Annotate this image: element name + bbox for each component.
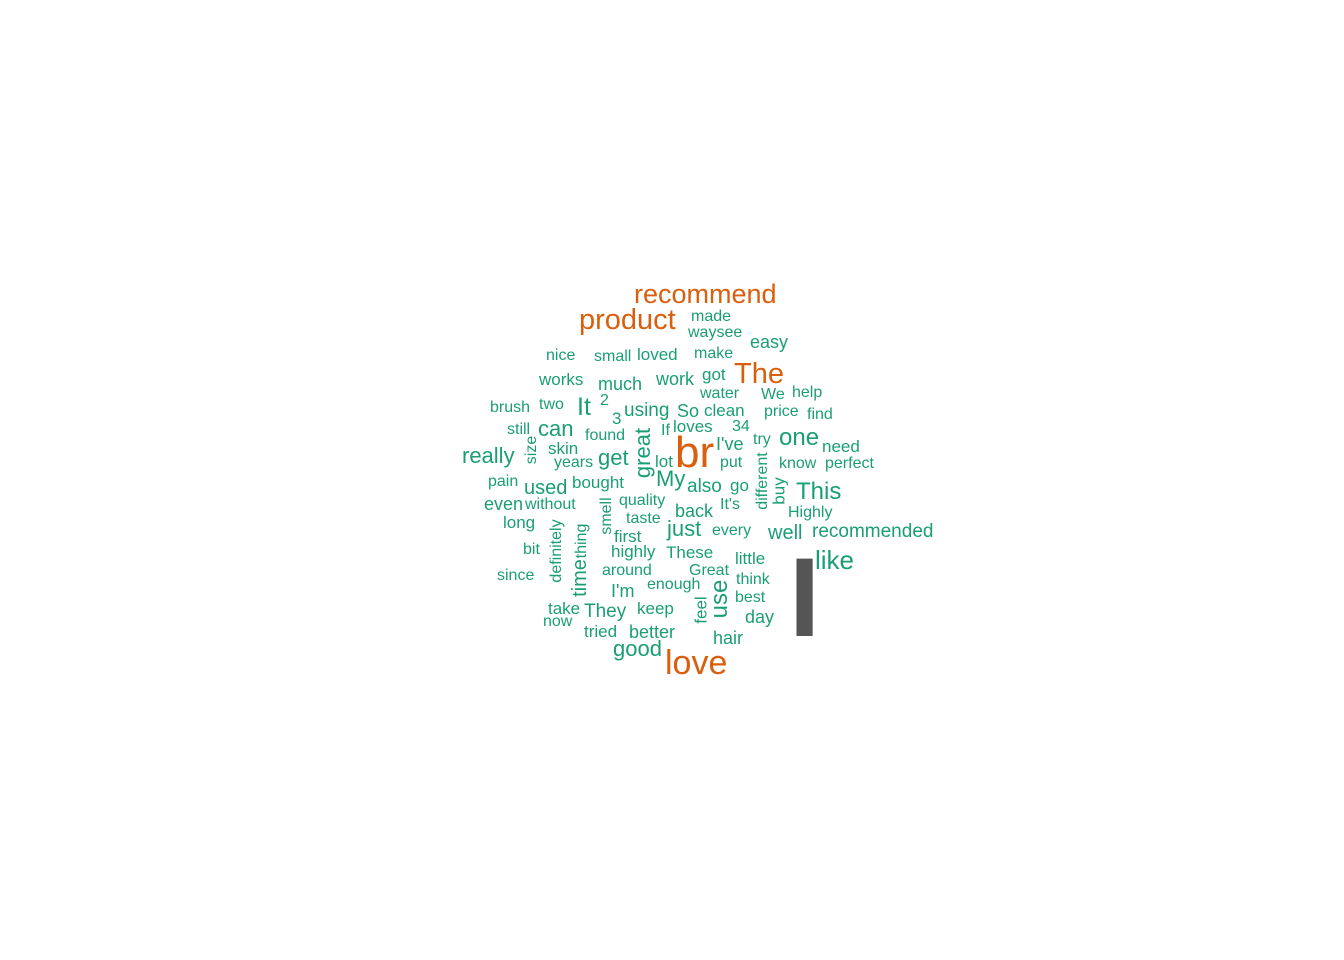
word-first: first <box>614 527 642 546</box>
word-help: help <box>792 384 823 401</box>
word-every: every <box>712 522 752 539</box>
word-good: good <box>613 636 662 661</box>
word-it: It <box>577 393 591 421</box>
word-br: br <box>675 428 715 477</box>
word-know: know <box>779 455 817 472</box>
word-bought: bought <box>572 473 624 492</box>
word-easy: easy <box>750 332 789 352</box>
word-its: It's <box>720 496 740 513</box>
word-get: get <box>598 445 629 470</box>
word-product: product <box>579 304 676 336</box>
word-great-cap: Great <box>689 562 730 579</box>
word-found: found <box>585 427 626 444</box>
word-definitely: definitely <box>548 519 565 583</box>
word-hair: hair <box>713 628 744 648</box>
word-since: since <box>497 567 535 584</box>
word-the: The <box>734 358 784 390</box>
word-nice: nice <box>546 347 576 364</box>
word-need: need <box>822 437 860 456</box>
word-also: also <box>687 476 722 497</box>
word-use: use <box>706 579 733 619</box>
word-feel: feel <box>691 596 711 624</box>
word-great: great <box>630 427 655 479</box>
word-one: one <box>779 424 820 451</box>
word-still: still <box>507 421 531 438</box>
word-really: really <box>462 443 515 468</box>
word-years: years <box>554 454 594 471</box>
word-buy: buy <box>769 477 789 505</box>
word-make: make <box>694 345 734 362</box>
word-two: two <box>539 396 564 413</box>
word-think: think <box>736 571 770 588</box>
word-even: even <box>484 494 524 514</box>
word-like: like <box>815 545 855 575</box>
word-works: works <box>539 370 584 389</box>
word-can: can <box>538 416 574 441</box>
word-well: well <box>768 522 803 544</box>
word-recommended: recommended <box>812 521 934 542</box>
word-try: try <box>753 431 771 448</box>
word-around: around <box>602 562 652 579</box>
word-skin: skin <box>548 439 579 458</box>
word-much: much <box>598 374 643 394</box>
word-this: This <box>796 478 842 505</box>
word-bit: bit <box>523 541 540 558</box>
word-go: go <box>730 476 749 495</box>
word-love: love <box>665 644 728 682</box>
word-quality: quality <box>619 492 666 509</box>
word-back: back <box>675 501 714 521</box>
word-highly-cap: Highly <box>788 504 833 521</box>
word-long: long <box>503 513 536 532</box>
word-work: work <box>656 369 695 389</box>
word-ive: I've <box>716 434 744 454</box>
word-2: 2 <box>600 392 609 409</box>
word-now: now <box>543 613 573 630</box>
word-keep: keep <box>637 599 674 618</box>
word-smell: smell <box>598 497 615 535</box>
word-34: 34 <box>732 418 750 435</box>
word-we: We <box>761 386 785 403</box>
word-my: My <box>656 466 686 491</box>
word-highly: highly <box>611 542 656 561</box>
word-small: small <box>594 348 632 365</box>
word-i: I <box>789 535 821 660</box>
word-price: price <box>764 403 799 420</box>
word-take: take <box>548 599 581 618</box>
word-loves: loves <box>673 417 713 436</box>
word-used: used <box>524 477 568 499</box>
word-made: made <box>691 308 732 325</box>
word-time: time <box>569 559 591 597</box>
word-find: find <box>807 406 833 423</box>
word-perfect: perfect <box>825 455 874 472</box>
word-taste: taste <box>626 510 661 527</box>
word-got: got <box>702 365 726 384</box>
word-enough: enough <box>647 576 701 593</box>
word-clean: clean <box>704 401 745 420</box>
word-using: using <box>624 400 670 421</box>
word-so: So <box>677 401 700 421</box>
word-better: better <box>629 622 676 642</box>
word-water: water <box>700 385 740 402</box>
word-just: just <box>667 516 702 541</box>
word-thing: thing <box>573 523 590 559</box>
word-waysee: waysee <box>688 324 743 341</box>
word-put: put <box>720 454 743 471</box>
word-tried: tried <box>584 622 618 641</box>
word-brush: brush <box>490 399 531 416</box>
word-im: I'm <box>611 581 635 601</box>
word-they: They <box>584 601 627 622</box>
word-these: These <box>666 543 714 562</box>
word-3: 3 <box>612 409 622 428</box>
word-if: If <box>661 422 670 439</box>
word-without: without <box>525 496 576 513</box>
word-little: little <box>735 549 766 568</box>
word-best: best <box>735 589 766 606</box>
word-day: day <box>745 607 775 627</box>
word-size: size <box>523 435 540 465</box>
word-pain: pain <box>488 473 519 490</box>
word-recommend: recommend <box>634 279 777 309</box>
word-lot: lot <box>655 452 673 471</box>
word-loved: loved <box>637 345 678 364</box>
